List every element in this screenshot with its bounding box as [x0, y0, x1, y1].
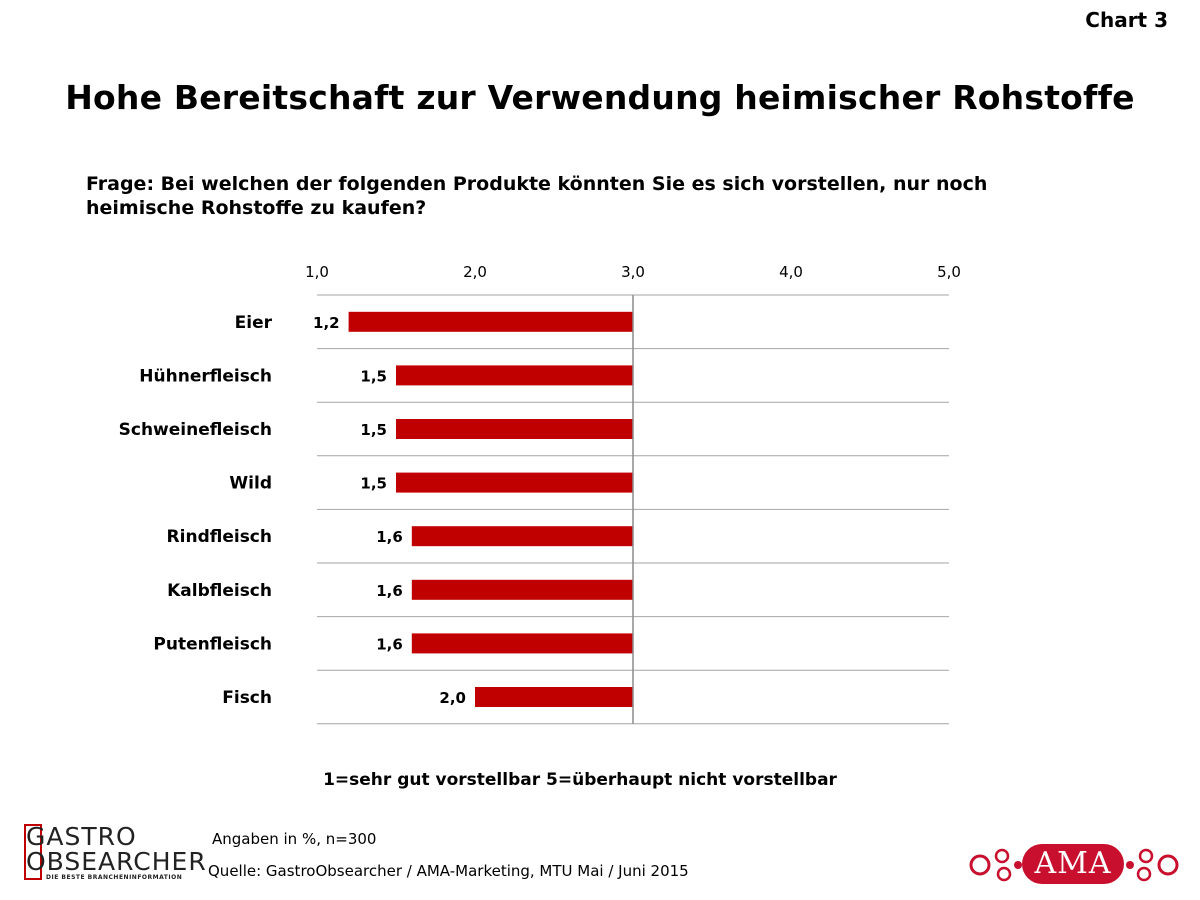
category-label: Rindfleisch	[167, 527, 272, 547]
ama-badge: AMA	[1022, 844, 1124, 884]
value-label: 1,5	[360, 367, 387, 385]
source-note: Quelle: GastroObsearcher / AMA-Marketing…	[208, 862, 689, 880]
bar	[348, 311, 633, 332]
logo-tagline: DIE BESTE BRANCHENINFORMATION	[46, 874, 183, 881]
x-tick-label: 4,0	[779, 263, 803, 281]
x-tick-label: 5,0	[937, 263, 961, 281]
bar	[411, 579, 633, 600]
logo-line2: OBSEARCHER	[26, 847, 207, 876]
scale-note: 1=sehr gut vorstellbar 5=überhaupt nicht…	[323, 770, 837, 790]
x-tick-label: 2,0	[463, 263, 487, 281]
category-label: Fisch	[222, 688, 272, 708]
value-label: 2,0	[439, 689, 466, 707]
bar	[411, 526, 633, 547]
bar	[475, 687, 633, 707]
category-label: Eier	[235, 313, 273, 333]
ama-logo: AMA	[966, 842, 1180, 888]
bar	[396, 419, 633, 439]
bar-chart: 1,0 2,0 3,0 4,0 5,0 1,2 Eier 1,5 Hühnerfleisch 1,…	[119, 263, 961, 725]
value-label: 1,6	[376, 635, 403, 653]
survey-question: Frage: Bei welchen der folgenden Produkt…	[86, 173, 988, 219]
chart-title: Hohe Bereitschaft zur Verwendung heimisc…	[65, 78, 1135, 117]
value-label: 1,5	[360, 475, 387, 493]
ama-ornament-right	[1126, 848, 1179, 882]
category-label: Kalbfleisch	[167, 581, 272, 601]
bar	[396, 472, 633, 493]
ama-ornament-left	[969, 848, 1022, 882]
bar	[411, 633, 633, 654]
bar	[396, 365, 633, 386]
logo-line1: GASTRO	[26, 822, 137, 851]
category-label: Hühnerfleisch	[139, 366, 272, 386]
value-label: 1,6	[376, 528, 403, 546]
x-tick-label: 3,0	[621, 263, 645, 281]
sample-note: Angaben in %, n=300	[212, 830, 377, 848]
logo-frame	[24, 824, 42, 880]
chart-number: Chart 3	[1085, 8, 1168, 32]
category-label: Wild	[229, 474, 272, 494]
value-label: 1,2	[313, 314, 340, 332]
gastro-obsearcher-logo: GASTRO OBSEARCHER DIE BESTE BRANCHENINFO…	[24, 822, 207, 884]
value-label: 1,5	[360, 421, 387, 439]
category-label: Putenfleisch	[153, 634, 272, 654]
category-label: Schweinefleisch	[119, 420, 272, 440]
x-tick-label: 1,0	[305, 263, 329, 281]
value-label: 1,6	[376, 582, 403, 600]
